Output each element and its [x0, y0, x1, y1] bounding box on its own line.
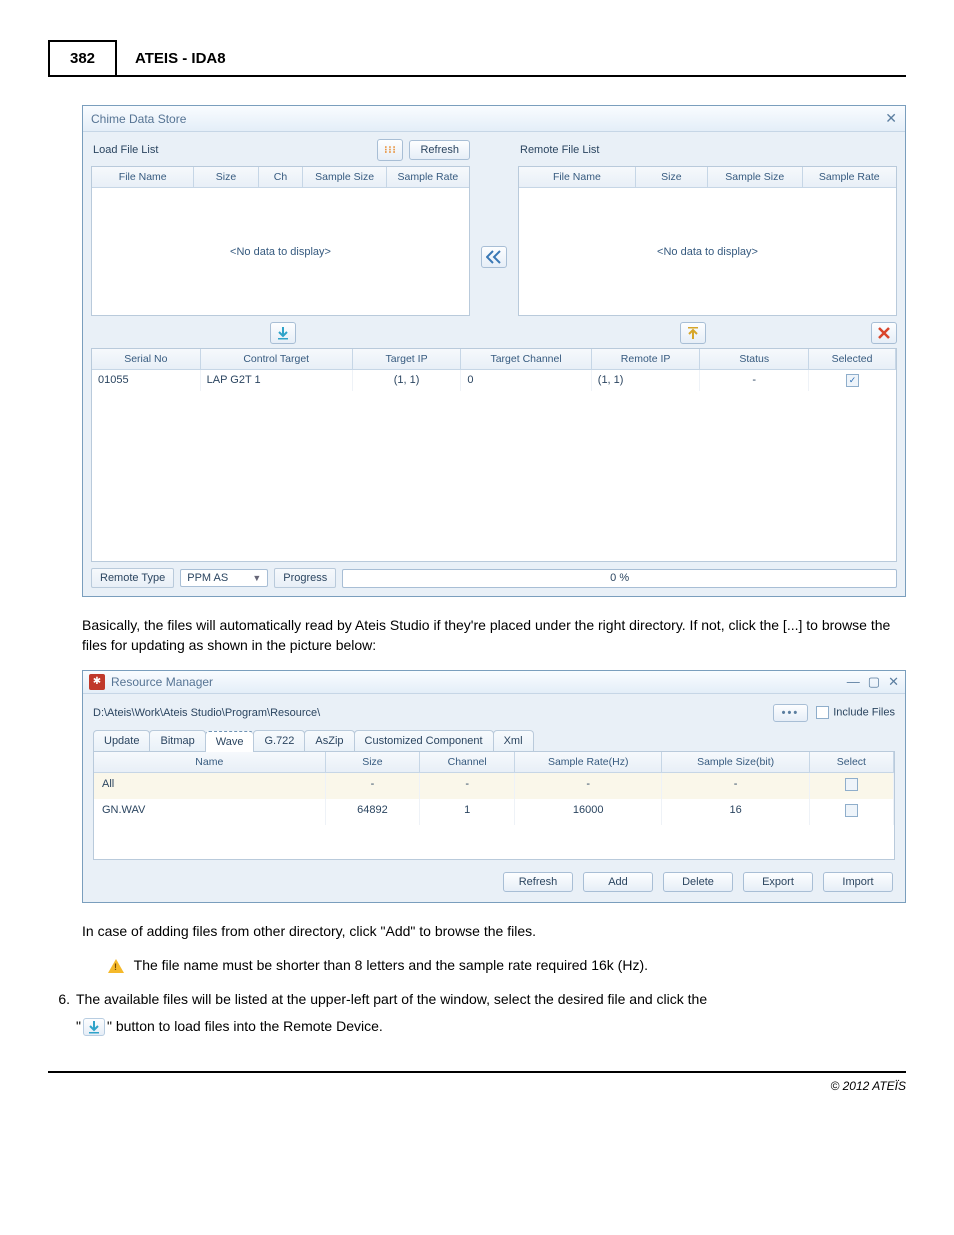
col-sample-rate: Sample Rate	[387, 167, 469, 187]
download-icon	[276, 326, 290, 340]
include-files-checkbox[interactable]: Include Files	[816, 706, 895, 719]
download-button[interactable]	[270, 322, 296, 344]
col-target-ip: Target IP	[353, 349, 462, 369]
browse-path-button[interactable]: •••	[773, 704, 809, 722]
target-table: Serial No Control Target Target IP Targe…	[91, 348, 897, 562]
rm-col-name: Name	[94, 752, 326, 772]
col-sample-size-r: Sample Size	[708, 167, 803, 187]
tab-bitmap[interactable]: Bitmap	[149, 730, 205, 751]
no-data-remote: <No data to display>	[519, 188, 896, 315]
chevron-down-icon: ▼	[252, 573, 261, 583]
remote-file-list-panel: Remote File List File Name Size Sample S…	[518, 138, 897, 316]
rm-tabs: Update Bitmap Wave G.722 AsZip Customize…	[93, 730, 895, 751]
move-left-button[interactable]	[481, 246, 507, 268]
rm-col-size: Size	[326, 752, 421, 772]
cell-target-ch: 0	[461, 370, 591, 391]
col-remote-ip: Remote IP	[592, 349, 701, 369]
close-icon[interactable]: ✕	[885, 110, 897, 127]
window-title: Chime Data Store	[91, 112, 186, 126]
item-6-text: The available files will be listed at th…	[76, 991, 707, 1007]
col-control-target: Control Target	[201, 349, 353, 369]
col-sample-size: Sample Size	[303, 167, 386, 187]
cell-target-ip: (1, 1)	[353, 370, 462, 391]
col-serial: Serial No	[92, 349, 201, 369]
cell-selected[interactable]: ✓	[809, 370, 896, 391]
browse-button[interactable]: ⁝⁝⁝	[377, 139, 403, 161]
paragraph-2: In case of adding files from other direc…	[82, 921, 906, 941]
progress-percent: 0 %	[343, 570, 896, 587]
rm-add-button[interactable]: Add	[583, 872, 653, 892]
tab-custom-component[interactable]: Customized Component	[354, 730, 494, 751]
rm-row-all[interactable]: All - - - -	[94, 773, 894, 799]
refresh-button[interactable]: Refresh	[409, 140, 470, 160]
rm-refresh-button[interactable]: Refresh	[503, 872, 573, 892]
page-number: 382	[48, 40, 117, 75]
rm-row-gnwav[interactable]: GN.WAV 64892 1 16000 16	[94, 799, 894, 825]
target-row[interactable]: 01055 LAP G2T 1 (1, 1) 0 (1, 1) - ✓	[92, 370, 896, 391]
tab-aszip[interactable]: AsZip	[304, 730, 354, 751]
rm-col-rate: Sample Rate(Hz)	[515, 752, 662, 772]
cell-remote-ip: (1, 1)	[592, 370, 701, 391]
no-data-local: <No data to display>	[92, 188, 469, 315]
paragraph-1: Basically, the files will automatically …	[82, 615, 906, 656]
download-inline-icon	[83, 1018, 105, 1036]
rm-table: Name Size Channel Sample Rate(Hz) Sample…	[93, 751, 895, 860]
col-file-name-r: File Name	[519, 167, 636, 187]
col-selected: Selected	[809, 349, 896, 369]
col-status: Status	[700, 349, 809, 369]
page-footer: © 2012 ATEÏS	[48, 1071, 906, 1093]
tab-xml[interactable]: Xml	[493, 730, 534, 751]
upload-icon	[686, 326, 700, 340]
progress-label: Progress	[274, 568, 336, 588]
cell-control: LAP G2T 1	[201, 370, 353, 391]
warning-icon	[108, 959, 124, 973]
col-ch: Ch	[259, 167, 304, 187]
cell-serial: 01055	[92, 370, 201, 391]
rm-row-gnwav-select[interactable]	[810, 799, 894, 825]
double-arrow-left-icon	[486, 250, 502, 264]
delete-remote-button[interactable]	[871, 322, 897, 344]
rm-col-select: Select	[810, 752, 894, 772]
close-icon[interactable]: ✕	[888, 674, 899, 690]
warning-text: The file name must be shorter than 8 let…	[134, 957, 648, 973]
rm-delete-button[interactable]: Delete	[663, 872, 733, 892]
col-size-r: Size	[636, 167, 708, 187]
app-icon: ✱	[89, 674, 105, 690]
rm-col-bits: Sample Size(bit)	[662, 752, 809, 772]
remote-type-select[interactable]: PPM AS ▼	[180, 569, 268, 587]
col-size: Size	[194, 167, 258, 187]
minimize-icon[interactable]: —	[847, 674, 860, 690]
chime-data-store-window: Chime Data Store ✕ Load File List ⁝⁝⁝ Re…	[82, 105, 906, 597]
remote-file-list-label: Remote File List	[520, 144, 599, 156]
item-6b-text: " button to load files into the Remote D…	[107, 1018, 383, 1034]
tab-wave[interactable]: Wave	[205, 731, 255, 752]
progress-bar: 0 %	[342, 569, 897, 588]
col-sample-rate-r: Sample Rate	[803, 167, 897, 187]
rm-col-channel: Channel	[420, 752, 515, 772]
upload-button[interactable]	[680, 322, 706, 344]
rm-export-button[interactable]: Export	[743, 872, 813, 892]
col-file-name: File Name	[92, 167, 194, 187]
tab-g722[interactable]: G.722	[253, 730, 305, 751]
cell-status: -	[700, 370, 809, 391]
maximize-icon[interactable]: ▢	[868, 674, 880, 690]
resource-manager-window: ✱ Resource Manager — ▢ ✕ D:\Ateis\Work\A…	[82, 670, 906, 903]
rm-row-all-select[interactable]	[810, 773, 894, 799]
load-file-list-panel: Load File List ⁝⁝⁝ Refresh File Name Siz…	[91, 138, 470, 316]
tab-update[interactable]: Update	[93, 730, 150, 751]
col-target-channel: Target Channel	[461, 349, 591, 369]
list-number-6: 6.	[48, 989, 76, 1037]
delete-x-icon	[877, 326, 891, 340]
rm-window-title: Resource Manager	[111, 675, 213, 689]
resource-path: D:\Ateis\Work\Ateis Studio\Program\Resou…	[93, 707, 320, 719]
remote-type-label: Remote Type	[91, 568, 174, 588]
rm-import-button[interactable]: Import	[823, 872, 893, 892]
page-title: ATEIS - IDA8	[117, 40, 244, 75]
remote-type-value: PPM AS	[187, 572, 228, 584]
load-file-list-label: Load File List	[93, 144, 158, 156]
